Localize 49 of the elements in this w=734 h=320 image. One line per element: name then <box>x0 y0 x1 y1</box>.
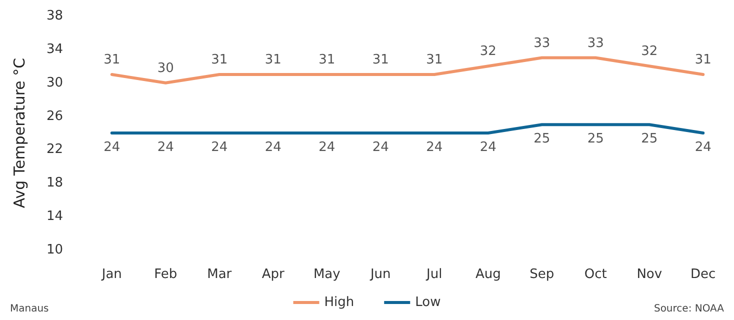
y-tick-label: 34 <box>46 42 63 57</box>
x-tick-label: Apr <box>262 267 286 282</box>
data-label: 31 <box>211 52 228 68</box>
legend-label: Low <box>415 295 442 310</box>
data-label: 24 <box>318 140 336 155</box>
data-label: 31 <box>264 52 282 68</box>
y-tick-label: 22 <box>46 142 63 158</box>
x-tick-label: Dec <box>690 267 716 282</box>
data-label: 31 <box>694 52 712 68</box>
x-tick-label: Sep <box>530 267 554 282</box>
data-label: 24 <box>157 140 174 155</box>
x-tick-label: Mar <box>207 267 232 282</box>
data-label: 25 <box>587 132 604 147</box>
data-label: 24 <box>480 140 496 155</box>
data-label: 30 <box>157 60 174 76</box>
data-label: 24 <box>694 140 712 155</box>
x-tick-label: Jul <box>426 267 442 282</box>
data-label: 32 <box>480 44 496 60</box>
data-label: 31 <box>372 52 389 68</box>
x-tick-label: Aug <box>475 267 501 282</box>
source-note: Source: NOAA <box>654 304 724 314</box>
x-tick-label: Jan <box>100 267 122 282</box>
data-label: 25 <box>641 132 658 147</box>
data-label: 31 <box>426 52 443 68</box>
y-tick-label: 18 <box>46 176 63 191</box>
y-axis-title: Avg Temperature °C <box>10 58 28 208</box>
data-label: 24 <box>211 140 228 155</box>
x-tick-label: Feb <box>154 267 178 282</box>
data-label: 24 <box>104 140 120 155</box>
data-label: 25 <box>534 132 550 147</box>
x-tick-label: Nov <box>636 267 662 282</box>
y-tick-label: 26 <box>46 108 63 124</box>
data-label: 24 <box>372 140 389 155</box>
x-tick-label: Oct <box>584 267 607 282</box>
data-label: 32 <box>641 44 658 60</box>
y-tick-label: 14 <box>46 209 63 224</box>
y-tick-label: 10 <box>46 242 63 258</box>
x-tick-label: Jun <box>369 267 391 282</box>
data-label: 33 <box>587 36 604 51</box>
data-label: 33 <box>534 36 550 51</box>
data-label: 24 <box>264 140 282 155</box>
legend-label: High <box>324 295 354 310</box>
x-tick-label: May <box>313 267 341 282</box>
text: Manaus <box>10 304 49 314</box>
y-tick-label: 38 <box>46 8 63 24</box>
data-label: 24 <box>426 140 443 155</box>
y-tick-label: 30 <box>46 75 63 90</box>
data-label: 31 <box>104 52 120 68</box>
data-label: 31 <box>318 52 336 68</box>
